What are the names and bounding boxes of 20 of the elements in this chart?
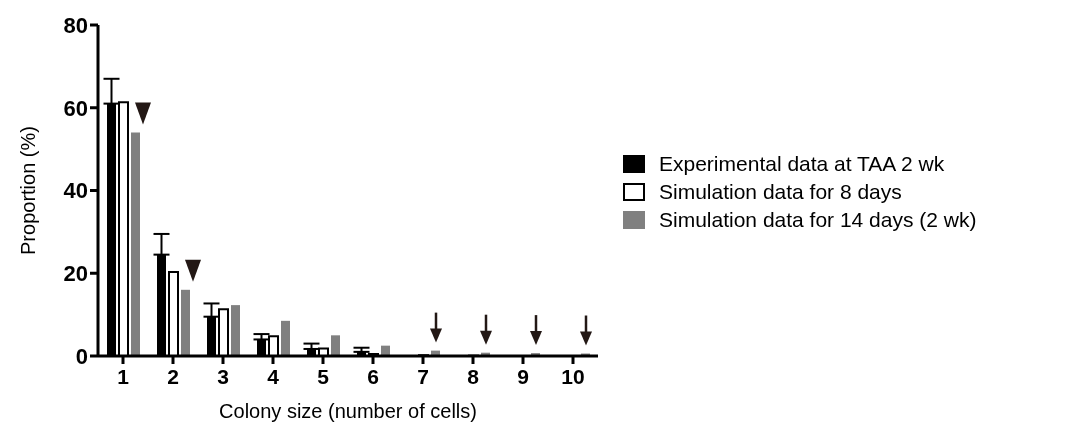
x-tick-label: 7 — [417, 365, 429, 388]
y-tick-label: 20 — [63, 261, 88, 287]
y-tick-label: 40 — [63, 178, 88, 204]
legend-label: Experimental data at TAA 2 wk — [659, 152, 945, 176]
x-tick-label: 1 — [117, 365, 130, 388]
y-axis-title: Proportion (%) — [17, 126, 40, 255]
x-tick-label: 6 — [367, 365, 379, 388]
y-tick-label: 60 — [63, 95, 88, 121]
y-tick-label: 0 — [75, 343, 88, 369]
x-tick-label: 8 — [467, 365, 480, 388]
x-tick-label: 3 — [217, 365, 229, 388]
y-tick-label: 80 — [63, 12, 88, 38]
x-tick-label: 9 — [517, 365, 529, 388]
x-tick-label: 2 — [167, 365, 179, 388]
x-axis-title: Colony size (number of cells) — [219, 400, 477, 422]
legend-label: Simulation data for 14 days (2 wk) — [659, 208, 977, 232]
x-tick-label: 10 — [561, 365, 585, 388]
legend-label: Simulation data for 8 days — [659, 180, 902, 204]
x-tick-label: 4 — [267, 365, 280, 388]
x-tick-label: 5 — [317, 365, 330, 388]
